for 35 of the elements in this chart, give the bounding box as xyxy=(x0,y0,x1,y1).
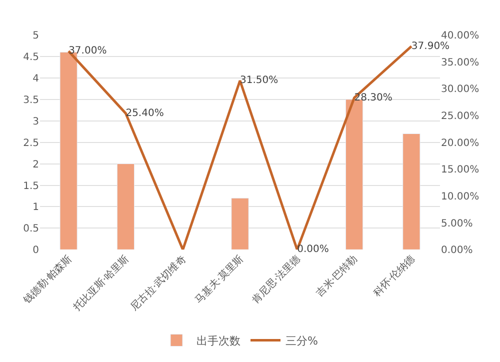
y2-tick-label: 5.00% xyxy=(441,218,473,230)
y2-tick-label: 10.00% xyxy=(441,191,480,202)
y-tick-label: 4 xyxy=(32,73,39,84)
legend-label: 出手次数 xyxy=(196,334,240,348)
data-label: 28.30% xyxy=(354,92,392,104)
bar xyxy=(231,198,249,250)
y2-tick-label: 0.00% xyxy=(441,245,473,256)
y-tick-label: 1.5 xyxy=(23,180,39,192)
data-label: 37.00% xyxy=(68,46,107,57)
y-tick-label: 4.5 xyxy=(23,52,39,63)
y-tick-label: 3.5 xyxy=(23,94,39,106)
y2-tick-label: 40.00% xyxy=(441,30,480,42)
data-label: 0.00% xyxy=(297,244,329,256)
legend-label: 三分% xyxy=(286,334,318,348)
x-tick-label: 马基夫·莫里斯 xyxy=(192,252,246,306)
y-tick-label: 3 xyxy=(32,116,39,128)
y2-tick-label: 35.00% xyxy=(441,57,480,68)
data-label: 31.50% xyxy=(240,75,278,86)
y-tick-label: 2 xyxy=(32,159,39,170)
data-label: 37.90% xyxy=(411,40,450,52)
y2-tick-label: 30.00% xyxy=(441,84,480,96)
y-tick-label: 5 xyxy=(32,30,39,42)
bar xyxy=(116,164,135,250)
y-tick-label: 0.5 xyxy=(23,224,39,235)
bar xyxy=(402,133,420,250)
x-tick-label: 科怀·伦纳德 xyxy=(370,252,418,299)
y2-tick-label: 20.00% xyxy=(441,138,480,149)
x-tick-label: 肯尼思·法里德 xyxy=(250,252,303,306)
y-tick-label: 1 xyxy=(32,202,39,214)
y2-tick-label: 15.00% xyxy=(441,164,480,176)
bar xyxy=(345,99,364,250)
y2-tick-label: 25.00% xyxy=(441,110,480,122)
data-label: 25.40% xyxy=(126,108,164,119)
y-tick-label: 2.5 xyxy=(23,138,39,149)
x-tick-label: 吉米·巴特勒 xyxy=(314,252,360,299)
